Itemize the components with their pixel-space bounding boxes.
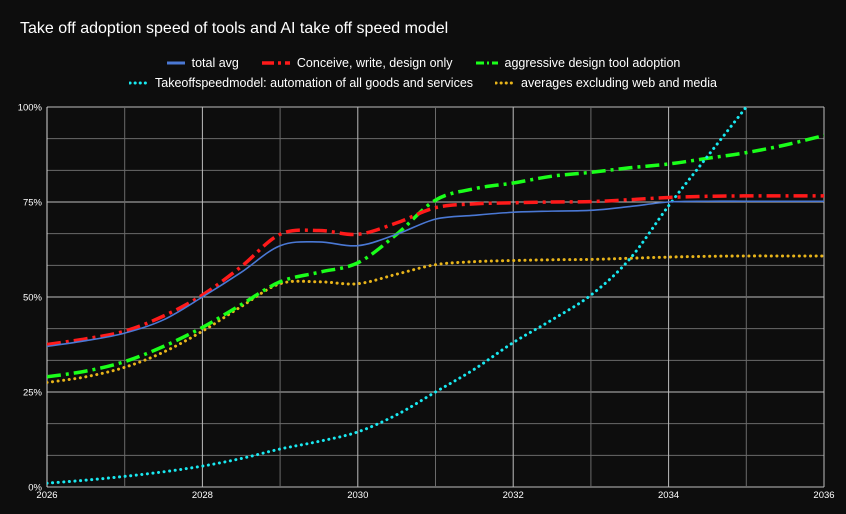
legend-label-total-avg: total avg: [191, 56, 239, 70]
y-tick-label: 50%: [23, 293, 43, 304]
y-tick-label: 25%: [23, 388, 43, 399]
x-tick-label: 2028: [192, 490, 213, 501]
y-tick-label: 0%: [28, 483, 42, 494]
legend-label-aggressive: aggressive design tool adoption: [504, 56, 681, 70]
x-tick-label: 2036: [813, 490, 834, 501]
legend-swatch-averages: [495, 81, 516, 85]
legend-swatch-conceive: [261, 61, 290, 65]
series-line-3: [47, 107, 748, 485]
series-line-4: [47, 254, 824, 384]
series-line-2: [47, 133, 824, 379]
legend-item-aggressive[interactable]: aggressive design tool adoption: [475, 56, 681, 70]
legend: total avg Conceive, write, design only a…: [0, 54, 846, 94]
x-tick-label: 2034: [658, 490, 679, 501]
legend-swatch-takeoff: [129, 81, 149, 85]
legend-item-conceive[interactable]: Conceive, write, design only: [261, 56, 453, 70]
series-line-1: [47, 194, 824, 347]
legend-row-1: total avg Conceive, write, design only a…: [0, 54, 846, 72]
legend-row-2: Takeoffspeedmodel: automation of all goo…: [0, 74, 846, 92]
series-line-0: [47, 200, 824, 348]
legend-swatch-aggressive: [475, 61, 498, 65]
legend-item-total-avg[interactable]: total avg: [166, 56, 239, 70]
x-tick-label: 2030: [347, 490, 368, 501]
y-tick-label: 75%: [23, 198, 43, 209]
x-tick-label: 2032: [503, 490, 524, 501]
legend-label-averages: averages excluding web and media: [521, 76, 717, 90]
y-tick-label: 100%: [18, 103, 43, 114]
legend-label-takeoff: Takeoffspeedmodel: automation of all goo…: [155, 76, 474, 90]
legend-swatch-total-avg: [166, 61, 185, 65]
legend-item-takeoff[interactable]: Takeoffspeedmodel: automation of all goo…: [129, 76, 473, 90]
x-tick-label: 2026: [36, 490, 57, 501]
chart-title: Take off adoption speed of tools and AI …: [20, 20, 449, 37]
legend-label-conceive: Conceive, write, design only: [296, 56, 453, 70]
legend-item-averages[interactable]: averages excluding web and media: [495, 76, 717, 90]
